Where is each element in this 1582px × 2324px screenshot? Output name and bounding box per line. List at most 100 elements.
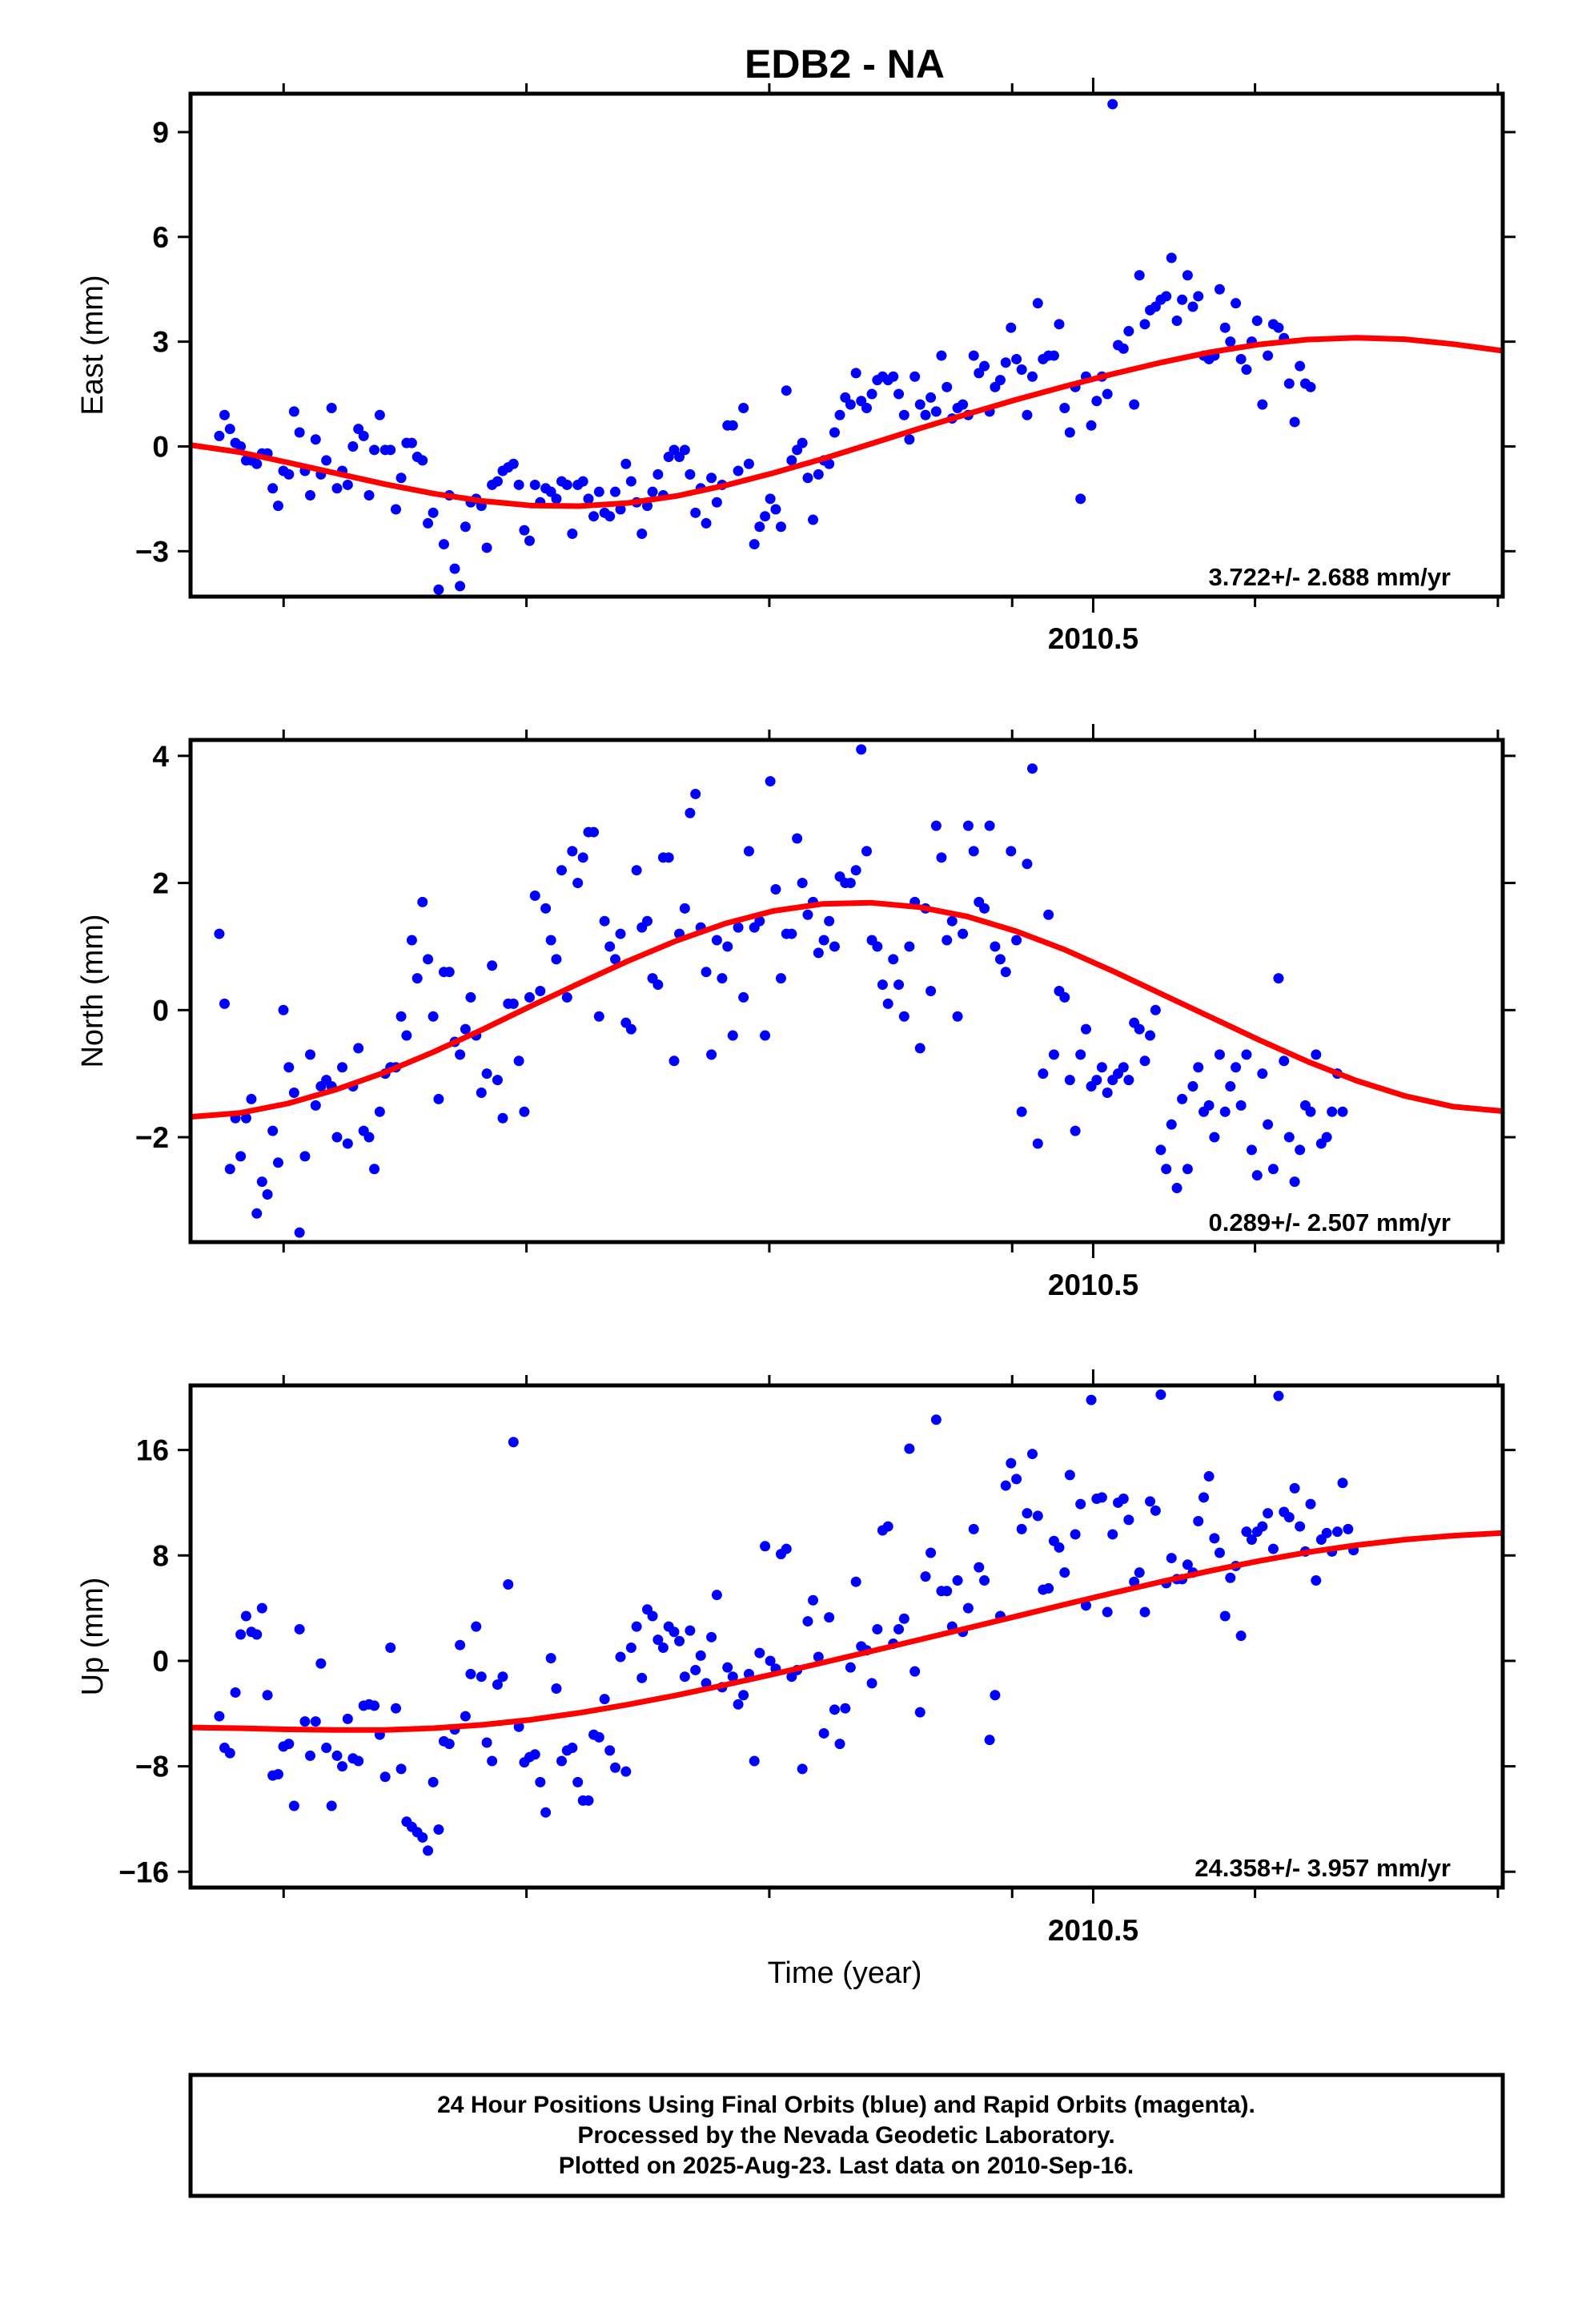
- up-data-point: [802, 1616, 813, 1627]
- up-data-point: [593, 1731, 604, 1743]
- east-data-point: [396, 472, 407, 484]
- north-data-point: [214, 928, 225, 939]
- north-data-point: [529, 890, 540, 901]
- up-data-point: [1064, 1470, 1075, 1481]
- north-data-point: [706, 1049, 717, 1060]
- north-data-point: [1006, 846, 1017, 857]
- north-data-point: [631, 865, 642, 876]
- east-data-point: [1456, 0, 1466, 6]
- up-data-point: [476, 1671, 487, 1683]
- east-data-point: [1102, 388, 1113, 400]
- up-data-point: [460, 1711, 471, 1722]
- north-data-point: [609, 954, 620, 965]
- north-data-point: [743, 846, 754, 857]
- north-data-point: [299, 1151, 311, 1162]
- east-data-point: [893, 388, 905, 400]
- east-data-point: [406, 437, 417, 448]
- up-data-point: [968, 1523, 979, 1534]
- up-data-point: [850, 1576, 861, 1587]
- up-data-point: [866, 1678, 877, 1689]
- north-data-point: [363, 1132, 375, 1143]
- east-data-point: [898, 409, 909, 420]
- up-data-point: [674, 1635, 685, 1647]
- east-data-point: [1444, 0, 1455, 6]
- north-data-point: [428, 1011, 439, 1022]
- north-data-point: [1070, 1125, 1081, 1136]
- north-data-point: [882, 998, 893, 1009]
- north-data-point: [1203, 1100, 1215, 1111]
- east-data-point: [455, 581, 466, 592]
- up-data-point: [545, 1653, 556, 1664]
- up-data-point: [930, 1414, 942, 1425]
- up-data-point: [1439, 0, 1450, 6]
- east-data-point: [1000, 357, 1011, 368]
- east-data-point: [797, 437, 808, 448]
- north-data-point: [1492, 0, 1503, 6]
- north-data-point: [690, 788, 701, 799]
- north-data-point: [1402, 0, 1412, 6]
- up-data-point: [818, 1727, 829, 1739]
- east-data-point: [636, 529, 648, 539]
- up-data-point: [738, 1690, 749, 1701]
- north-data-point: [235, 1151, 247, 1162]
- north-data-point: [1177, 1093, 1188, 1104]
- up-data-point: [1134, 1567, 1145, 1578]
- up-data-point: [1488, 0, 1498, 6]
- north-data-point: [930, 820, 942, 831]
- north-data-point: [1096, 1062, 1107, 1073]
- east-data-point: [1380, 0, 1391, 6]
- north-fit-line: [191, 899, 1503, 1120]
- north-data-point: [1235, 1100, 1247, 1111]
- north-data-point: [588, 826, 600, 838]
- up-data-point: [690, 1664, 701, 1675]
- north-data-point: [310, 1100, 321, 1111]
- north-plot-frame: [188, 738, 1505, 1244]
- up-data-point: [272, 1768, 283, 1779]
- east-data-point: [385, 444, 396, 456]
- up-data-point: [391, 1703, 402, 1714]
- up-data-point: [1043, 1582, 1054, 1594]
- north-data-point: [813, 947, 824, 959]
- north-data-point: [1225, 1081, 1236, 1092]
- up-data-point: [256, 1602, 267, 1614]
- east-data-point: [374, 409, 385, 420]
- north-data-point: [519, 1106, 530, 1117]
- east-data-point: [770, 504, 781, 515]
- north-data-point: [1134, 1023, 1145, 1035]
- east-data-point: [1423, 0, 1434, 6]
- east-data-point: [958, 399, 969, 410]
- east-data-point: [1139, 319, 1150, 330]
- east-data-point: [1251, 315, 1263, 326]
- north-data-point: [353, 1043, 364, 1054]
- up-data-point: [465, 1668, 476, 1679]
- north-data-point: [1423, 0, 1434, 6]
- up-data-point: [1022, 1508, 1033, 1519]
- up-data-point: [535, 1776, 546, 1787]
- east-data-point: [1273, 322, 1284, 333]
- east-data-point: [288, 406, 299, 417]
- up-data-point: [342, 1713, 353, 1724]
- north-data-point: [513, 1055, 524, 1067]
- east-data-point: [1219, 322, 1231, 333]
- north-data-point: [770, 884, 781, 895]
- up-data-point: [1466, 0, 1476, 6]
- up-data-point: [1193, 1516, 1204, 1527]
- north-data-point: [1150, 1004, 1161, 1015]
- east-fit-line: [191, 335, 1503, 509]
- up-data-point: [224, 1747, 235, 1759]
- north-data-point: [738, 991, 749, 1003]
- east-data-point: [235, 440, 247, 452]
- east-data-point: [674, 452, 685, 463]
- east-data-point: [679, 444, 690, 456]
- up-data-point: [471, 1621, 482, 1632]
- north-data-point: [278, 1004, 289, 1015]
- up-data-point: [840, 1703, 851, 1714]
- north-data-point: [1279, 1055, 1290, 1067]
- up-data-point: [727, 1671, 738, 1683]
- north-data-point: [1139, 1055, 1150, 1067]
- x-axis-label: Time (year): [768, 1956, 922, 1990]
- north-data-point: [401, 1030, 412, 1041]
- north-data-point: [722, 941, 733, 952]
- north-data-point: [272, 1157, 283, 1168]
